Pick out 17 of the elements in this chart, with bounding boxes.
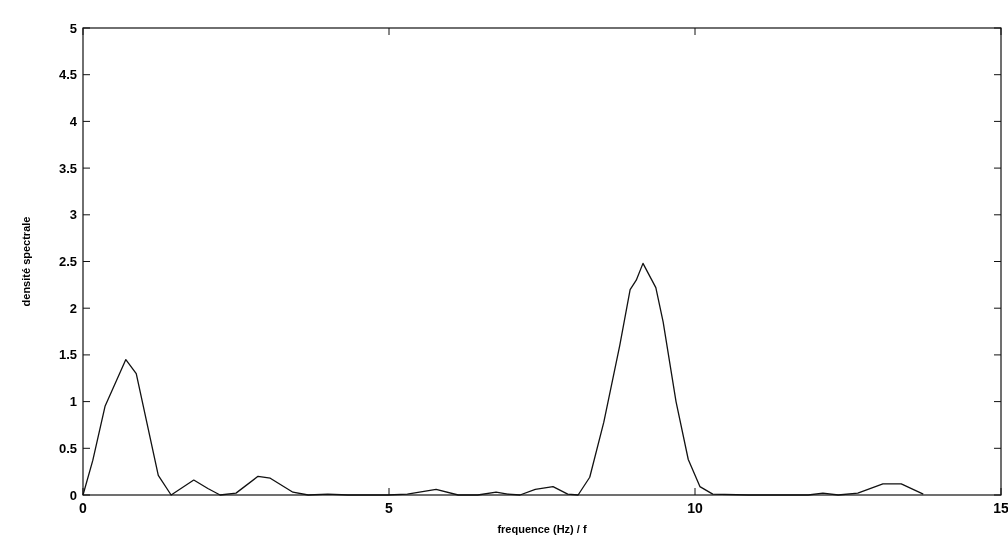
x-tick-label: 5 [385, 500, 394, 516]
y-tick-label: 4 [69, 113, 78, 129]
y-tick-label: 4.5 [58, 67, 77, 83]
y-axis-title: densité spectrale [20, 216, 32, 307]
y-tick-label: 3 [69, 207, 77, 223]
y-tick-label: 1.5 [58, 347, 77, 363]
y-tick-label: 2.5 [58, 254, 77, 270]
y-tick-label: 1 [69, 394, 77, 410]
x-tick-label: 15 [993, 500, 1008, 516]
y-tick-label: 0.5 [58, 440, 77, 456]
y-tick-label: 0 [69, 487, 77, 503]
x-tick-label: 10 [687, 500, 703, 516]
x-axis-title: frequence (Hz) / f [497, 523, 587, 535]
y-tick-label: 3.5 [58, 160, 77, 176]
y-tick-label: 2 [69, 300, 77, 316]
x-tick-label: 0 [79, 500, 88, 516]
y-tick-label: 5 [69, 20, 77, 36]
